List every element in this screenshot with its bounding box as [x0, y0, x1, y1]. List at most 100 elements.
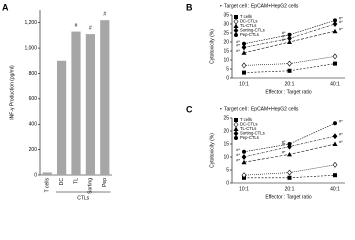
- y-tick-label: 0: [34, 172, 37, 178]
- legend-marker: [234, 136, 238, 140]
- bar: [100, 20, 110, 176]
- legend-marker: [233, 23, 239, 28]
- y-tick-label: 800: [29, 71, 38, 77]
- x-tick-label: DC: [59, 178, 65, 186]
- y-tick-label: 1,200: [24, 20, 37, 26]
- y-tick-label: 15: [223, 48, 229, 54]
- legend-label: TL-CTLs: [240, 126, 256, 131]
- bar: [42, 172, 52, 175]
- annotation: #*: [236, 42, 240, 47]
- point: [242, 149, 246, 154]
- legend-marker: [233, 126, 239, 131]
- point: [241, 62, 247, 69]
- legend-label: Pep-CTLs: [240, 32, 259, 37]
- point: [287, 142, 292, 146]
- y-tick-label: 400: [29, 122, 38, 128]
- y-tick-label: 20: [223, 39, 229, 45]
- point: [333, 173, 337, 178]
- bar: [56, 60, 67, 176]
- annotation: #*: [236, 152, 240, 157]
- y-axis-label: Cytotoxicity (%): [209, 133, 215, 168]
- y-tick-label: 30: [223, 21, 229, 27]
- x-tick-label: 40:1: [330, 186, 340, 192]
- point: [241, 172, 247, 179]
- panel-letter: C: [186, 104, 193, 114]
- legend-label: T cells: [240, 117, 252, 122]
- legend-label: Pep-CTLs: [240, 135, 259, 140]
- y-tick-label: 35: [223, 12, 229, 18]
- x-axis-label: CTLs: [77, 195, 89, 201]
- x-axis-label: Effector : Target ratio: [265, 194, 311, 200]
- y-tick-label: 10: [223, 57, 229, 63]
- y-tick-label: 200: [29, 147, 38, 153]
- legend-marker: [233, 27, 239, 34]
- legend-label: TL-CTLs: [240, 23, 256, 28]
- legend-marker: [234, 33, 238, 37]
- x-tick-label: 20:1: [285, 81, 295, 87]
- annotation: #: [75, 23, 78, 29]
- y-tick-label: 15: [223, 141, 229, 147]
- x-tick-label: 10:1: [239, 186, 249, 192]
- bar: [71, 31, 81, 176]
- legend-label: DC-CTLs: [240, 122, 257, 127]
- legend-label: DC-CTLs: [240, 19, 257, 24]
- point: [287, 32, 292, 37]
- annotation: #*: [339, 139, 343, 144]
- x-tick-label: Sorting: [88, 178, 94, 194]
- point: [287, 39, 292, 44]
- point: [332, 161, 338, 168]
- annotation: #*: [339, 15, 343, 20]
- annotation: #*: [236, 147, 240, 152]
- point: [332, 21, 338, 27]
- annotation: #: [89, 25, 92, 31]
- annotation: #*: [282, 139, 286, 144]
- point: [333, 18, 337, 23]
- y-tick-label: 0: [226, 180, 229, 186]
- y-axis-label: INF-γ Production (pg/ml): [9, 65, 15, 120]
- legend-label: Sorting-CTLs: [240, 28, 265, 33]
- annotation: #*: [236, 157, 240, 162]
- point: [332, 133, 338, 140]
- legend-marker: [233, 121, 239, 128]
- point: [241, 159, 247, 165]
- annotation: #*: [282, 30, 286, 35]
- legend-marker: [234, 118, 238, 122]
- y-tick-label: 600: [29, 96, 38, 102]
- annotation: #*: [236, 39, 240, 44]
- x-tick-label: 20:1: [285, 186, 295, 192]
- x-tick-label: Pep: [102, 178, 108, 187]
- point: [287, 175, 292, 180]
- bar: [85, 34, 96, 175]
- chart-title: Target cell : EpCAM+HepG2 cells: [224, 106, 299, 112]
- point: [287, 169, 292, 176]
- point: [333, 121, 337, 126]
- y-tick-label: 5: [226, 66, 229, 72]
- x-tick-label: 40:1: [330, 81, 340, 87]
- y-tick-label: 5: [226, 167, 229, 173]
- point: [242, 41, 246, 46]
- point: [241, 50, 247, 55]
- series-line: [243, 56, 336, 66]
- title-bullet: •: [220, 106, 222, 112]
- x-tick-label: T cells: [45, 178, 51, 193]
- y-tick-label: 25: [223, 30, 229, 36]
- annotation: #*: [339, 26, 343, 31]
- point: [332, 28, 338, 34]
- y-tick-label: 20: [223, 128, 229, 134]
- legend-marker: [233, 130, 239, 137]
- annotation: #*: [339, 19, 343, 24]
- annotation: #*: [339, 131, 343, 136]
- series-line: [243, 164, 336, 176]
- annotation: #*: [339, 118, 343, 123]
- point: [287, 60, 292, 67]
- point: [333, 61, 337, 66]
- chart-title: Target cell : EpCAM+HepG2 cells: [224, 3, 299, 9]
- y-tick-label: 10: [223, 154, 229, 160]
- annotation: #*: [282, 142, 286, 147]
- legend-marker: [233, 18, 239, 25]
- y-tick-label: 0: [226, 75, 229, 81]
- annotation: #*: [282, 149, 286, 154]
- panel-letter: A: [2, 2, 9, 12]
- point: [332, 141, 338, 146]
